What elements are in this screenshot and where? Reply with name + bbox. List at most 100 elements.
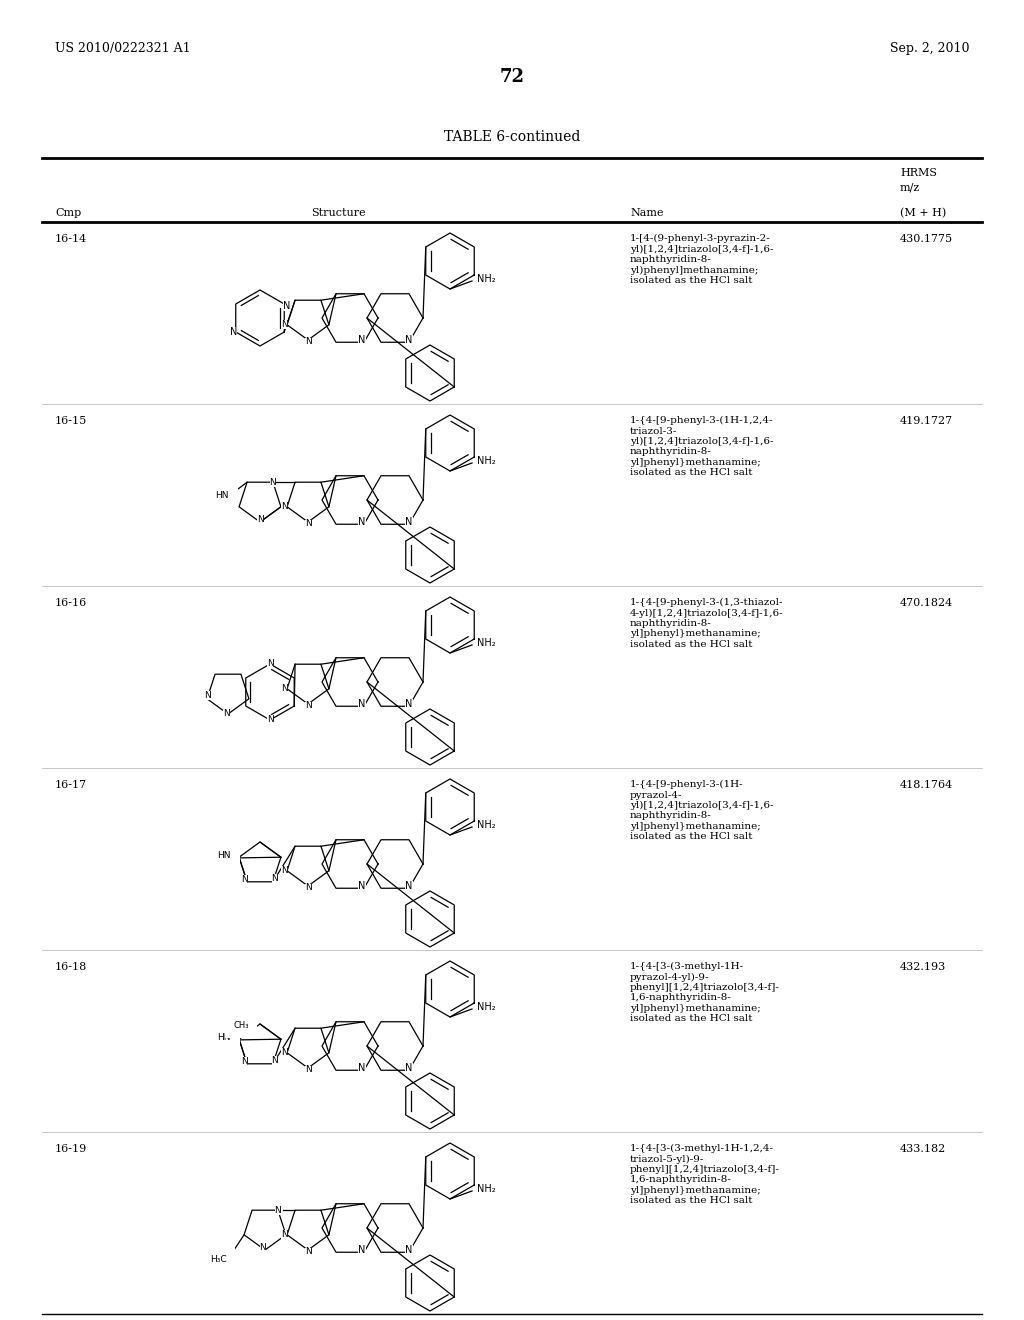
Text: N: N	[241, 875, 248, 884]
Text: NH₂: NH₂	[477, 820, 496, 830]
Text: N: N	[266, 660, 273, 668]
Text: 1-{4-[9-phenyl-3-(1H-
pyrazol-4-
yl)[1,2,4]triazolo[3,4-f]-1,6-
naphthyridin-8-
: 1-{4-[9-phenyl-3-(1H- pyrazol-4- yl)[1,2…	[630, 780, 773, 841]
Text: N: N	[281, 1048, 288, 1057]
Text: N: N	[274, 1205, 282, 1214]
Text: NH₂: NH₂	[477, 638, 496, 648]
Text: (M + H): (M + H)	[900, 209, 946, 218]
Text: N: N	[230, 327, 238, 337]
Text: 16-19: 16-19	[55, 1144, 87, 1154]
Text: N: N	[358, 335, 366, 346]
Text: N: N	[358, 1245, 366, 1255]
Text: N: N	[283, 301, 290, 312]
Text: N: N	[304, 883, 311, 892]
Text: N: N	[281, 1230, 288, 1239]
Text: N: N	[406, 700, 413, 709]
Text: N: N	[281, 866, 288, 875]
Text: H₃C: H₃C	[210, 1255, 226, 1265]
Text: N: N	[304, 520, 311, 528]
Text: N: N	[281, 321, 288, 329]
Text: Structure: Structure	[310, 209, 366, 218]
Text: HN: HN	[217, 1034, 230, 1043]
Text: N: N	[283, 301, 290, 312]
Text: N: N	[257, 516, 263, 524]
Text: Sep. 2, 2010: Sep. 2, 2010	[890, 42, 969, 55]
Text: N: N	[304, 1247, 311, 1257]
Text: NH₂: NH₂	[477, 1002, 496, 1012]
Text: N: N	[406, 335, 413, 346]
Text: HN: HN	[217, 851, 230, 861]
Text: N: N	[406, 1245, 413, 1255]
Text: 430.1775: 430.1775	[900, 234, 953, 244]
Text: N: N	[230, 327, 238, 337]
Text: N: N	[358, 1063, 366, 1073]
Text: NH₂: NH₂	[477, 1184, 496, 1195]
Text: N: N	[406, 700, 413, 709]
Text: N: N	[406, 1245, 413, 1255]
Text: 433.182: 433.182	[900, 1144, 946, 1154]
Text: m/z: m/z	[900, 182, 921, 191]
Text: 72: 72	[500, 69, 524, 86]
Text: 16-17: 16-17	[55, 780, 87, 789]
Text: N: N	[406, 517, 413, 527]
Text: N: N	[281, 866, 288, 875]
Text: N: N	[358, 700, 366, 709]
Text: NH₂: NH₂	[477, 455, 496, 466]
Text: N: N	[281, 684, 288, 693]
Text: N: N	[204, 692, 211, 701]
Text: N: N	[304, 338, 311, 346]
Text: N: N	[271, 874, 279, 883]
Text: NH₂: NH₂	[477, 1184, 496, 1195]
Text: NH₂: NH₂	[477, 275, 496, 284]
Text: N: N	[241, 1057, 248, 1067]
Text: TABLE 6-continued: TABLE 6-continued	[443, 129, 581, 144]
Text: NH₂: NH₂	[477, 275, 496, 284]
Text: N: N	[222, 710, 229, 718]
Text: N: N	[204, 692, 211, 701]
Text: N: N	[358, 517, 366, 527]
Text: N: N	[406, 335, 413, 346]
Text: N: N	[281, 1048, 288, 1057]
Text: N: N	[241, 875, 248, 884]
Text: 1-[4-(9-phenyl-3-pyrazin-2-
yl)[1,2,4]triazolo[3,4-f]-1,6-
naphthyridin-8-
yl)ph: 1-[4-(9-phenyl-3-pyrazin-2- yl)[1,2,4]tr…	[630, 234, 773, 285]
Text: US 2010/0222321 A1: US 2010/0222321 A1	[55, 42, 190, 55]
Text: HRMS: HRMS	[900, 168, 937, 178]
Text: N: N	[358, 1063, 366, 1073]
Text: N: N	[304, 883, 311, 892]
Text: N: N	[260, 1243, 266, 1253]
Text: N: N	[274, 1205, 282, 1214]
Text: N: N	[358, 335, 366, 346]
Text: N: N	[358, 882, 366, 891]
Text: N: N	[271, 1056, 279, 1065]
Text: N: N	[266, 715, 273, 725]
Text: 470.1824: 470.1824	[900, 598, 953, 609]
Text: HN: HN	[215, 491, 228, 499]
Text: 1-{4-[9-phenyl-3-(1,3-thiazol-
4-yl)[1,2,4]triazolo[3,4-f]-1,6-
naphthyridin-8-
: 1-{4-[9-phenyl-3-(1,3-thiazol- 4-yl)[1,2…	[630, 598, 783, 649]
Text: N: N	[406, 1063, 413, 1073]
Text: N: N	[304, 701, 311, 710]
Text: N: N	[304, 338, 311, 346]
Text: Cmp: Cmp	[55, 209, 81, 218]
Text: NH₂: NH₂	[477, 455, 496, 466]
Text: N: N	[281, 503, 288, 511]
Text: NH₂: NH₂	[477, 820, 496, 830]
Text: N: N	[304, 520, 311, 528]
Text: N: N	[269, 478, 276, 487]
Text: 418.1764: 418.1764	[900, 780, 953, 789]
Text: N: N	[304, 1065, 311, 1074]
Text: NH₂: NH₂	[477, 638, 496, 648]
Text: N: N	[222, 710, 229, 718]
Text: N: N	[406, 882, 413, 891]
Text: 16-18: 16-18	[55, 962, 87, 972]
Text: 16-16: 16-16	[55, 598, 87, 609]
Text: 16-15: 16-15	[55, 416, 87, 426]
Text: N: N	[257, 516, 263, 524]
Text: N: N	[271, 1056, 279, 1065]
Text: N: N	[281, 684, 288, 693]
Text: N: N	[358, 700, 366, 709]
Text: N: N	[269, 478, 276, 487]
Text: N: N	[358, 517, 366, 527]
Text: N: N	[304, 701, 311, 710]
Text: N: N	[406, 882, 413, 891]
Text: 16-14: 16-14	[55, 234, 87, 244]
Text: N: N	[281, 503, 288, 511]
